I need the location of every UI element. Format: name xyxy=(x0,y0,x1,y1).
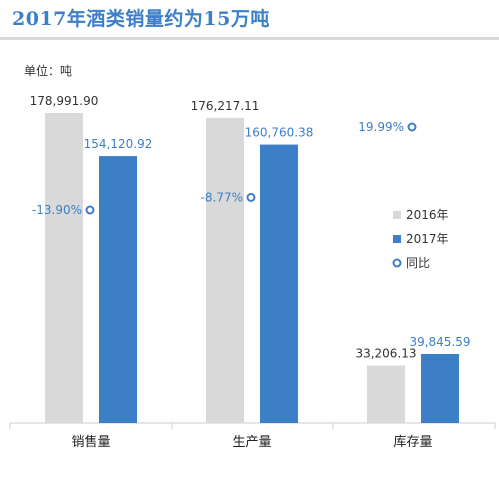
value-label-2017-1: 160,760.38 xyxy=(245,126,314,140)
legend-yoy-swatch xyxy=(392,258,402,268)
value-label-2016-0: 178,991.90 xyxy=(30,94,99,108)
value-label-2017-2: 39,845.59 xyxy=(409,335,470,349)
legend-2017-swatch xyxy=(393,235,401,243)
bar-2017-1 xyxy=(260,144,298,424)
value-label-2017-0: 154,120.92 xyxy=(84,137,153,151)
legend-2016-label: 2016年 xyxy=(406,208,449,222)
bar-2017-2 xyxy=(421,353,459,423)
yoy-marker-1 xyxy=(246,192,256,202)
bar-2016-2 xyxy=(367,365,405,423)
unit-label: 单位：吨 xyxy=(24,64,73,78)
category-label-1: 生产量 xyxy=(232,435,271,450)
yoy-label-0: -13.90% xyxy=(32,203,82,217)
yoy-label-1: -8.77% xyxy=(201,190,243,204)
yoy-marker-2 xyxy=(407,122,417,132)
bar-2016-1 xyxy=(206,117,244,423)
value-label-2016-2: 33,206.13 xyxy=(355,346,416,360)
legend-2017-label: 2017年 xyxy=(406,232,449,246)
category-label-0: 销售量 xyxy=(71,434,110,450)
legend-yoy-label: 同比 xyxy=(406,256,430,270)
title-divider xyxy=(0,37,499,40)
bar-2017-0 xyxy=(99,156,137,424)
yoy-marker-0 xyxy=(85,205,95,215)
value-label-2016-1: 176,217.11 xyxy=(191,99,260,113)
category-label-2: 库存量 xyxy=(393,434,432,450)
yoy-label-2: 19.99% xyxy=(358,120,404,134)
legend-2016-swatch xyxy=(393,211,401,219)
bar-2016-0 xyxy=(45,113,83,423)
chart-title: 2017年酒类销量约为15万吨 xyxy=(12,8,270,30)
